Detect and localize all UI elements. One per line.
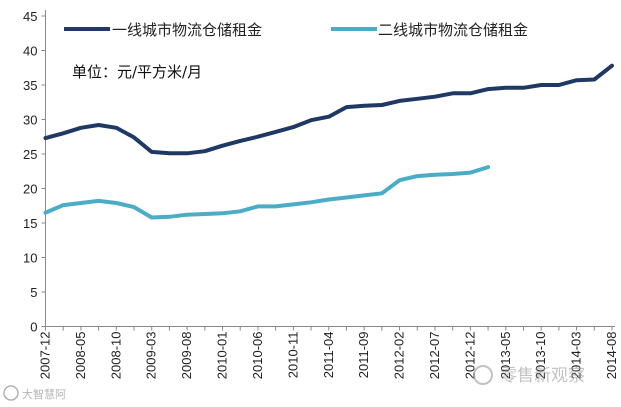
unit-label: 单位：元/平方米/月 — [72, 63, 202, 81]
watermark-left-text: 大智慧阿 — [22, 387, 66, 401]
legend-label-tier2: 二线城市物流仓储租金 — [378, 21, 528, 39]
x-tick-label: 2013-10 — [533, 332, 548, 380]
y-tick-label: 40 — [23, 44, 37, 59]
x-tick-label: 2014-03 — [569, 332, 584, 380]
series-lines — [43, 63, 614, 220]
y-tick-label: 30 — [23, 113, 37, 128]
x-tick-label: 2009-08 — [179, 332, 194, 380]
watermark-wechat-icon — [473, 365, 493, 385]
x-tick-label: 2009-03 — [144, 332, 159, 380]
x-tick-label: 2011-04 — [321, 332, 336, 379]
x-tick-label: 2014-08 — [604, 332, 619, 380]
y-axis-ticks: 0 5 10 15 20 25 30 35 40 45 — [23, 9, 46, 335]
x-tick-label: 2008-05 — [73, 332, 88, 380]
watermark-left: 大智慧阿 — [3, 385, 66, 401]
watermark-right-text: 零售新观察 — [500, 366, 585, 386]
watermark-right: 零售新观察 — [473, 365, 585, 386]
y-tick-label: 35 — [23, 78, 37, 93]
x-tick-label: 2010-11 — [285, 332, 300, 379]
y-tick-label: 15 — [23, 216, 37, 231]
watermark-logo-icon — [3, 385, 19, 401]
x-tick-label: 2012-12 — [462, 332, 477, 380]
y-tick-label: 0 — [30, 320, 37, 335]
y-tick-label: 10 — [23, 251, 37, 266]
legend: 一线城市物流仓储租金 二线城市物流仓储租金 — [64, 21, 528, 39]
x-tick-label: 2007-12 — [38, 332, 53, 380]
series-line-tier2 — [43, 165, 491, 220]
y-tick-label: 20 — [23, 182, 37, 197]
x-axis-ticks: 2007-12 2008-05 2008-10 2009-03 2009-08 2010-… — [38, 326, 619, 380]
x-tick-label: 2012-02 — [392, 332, 407, 380]
series-line-tier1 — [43, 63, 614, 156]
y-tick-label: 5 — [30, 285, 37, 300]
y-tick-label: 45 — [23, 9, 37, 24]
y-tick-label: 25 — [23, 147, 37, 162]
x-tick-label: 2010-06 — [250, 332, 265, 380]
x-tick-label: 2011-09 — [356, 332, 371, 379]
x-tick-label: 2012-07 — [427, 332, 442, 380]
x-tick-label: 2008-10 — [108, 332, 123, 380]
legend-label-tier1: 一线城市物流仓储租金 — [112, 21, 262, 39]
x-tick-label: 2013-05 — [498, 332, 513, 380]
x-tick-label: 2010-01 — [215, 332, 230, 380]
